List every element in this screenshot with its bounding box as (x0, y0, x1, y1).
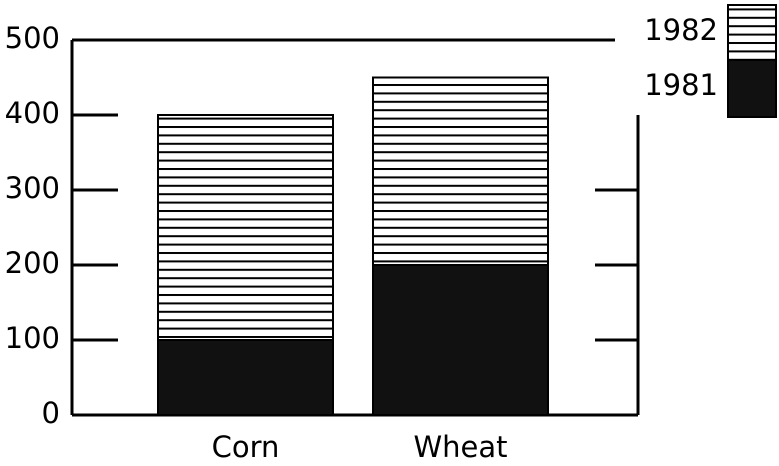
legend-swatch (727, 59, 777, 118)
bar-segment (157, 339, 334, 416)
bar-segment (372, 264, 549, 416)
y-tick-label: 200 (5, 246, 60, 280)
bar-segment (372, 76, 549, 266)
legend-swatch (727, 4, 777, 61)
x-tick-label: Corn (212, 430, 280, 464)
bar-segment (157, 114, 334, 341)
legend-label: 1981 (644, 68, 718, 102)
y-tick-label: 100 (5, 321, 60, 355)
legend-label: 1982 (644, 13, 718, 47)
y-tick-label: 0 (42, 396, 60, 430)
x-tick-label: Wheat (413, 430, 507, 464)
y-tick-label: 300 (5, 171, 60, 205)
y-tick-label: 500 (5, 21, 60, 55)
y-tick-label: 400 (5, 96, 60, 130)
